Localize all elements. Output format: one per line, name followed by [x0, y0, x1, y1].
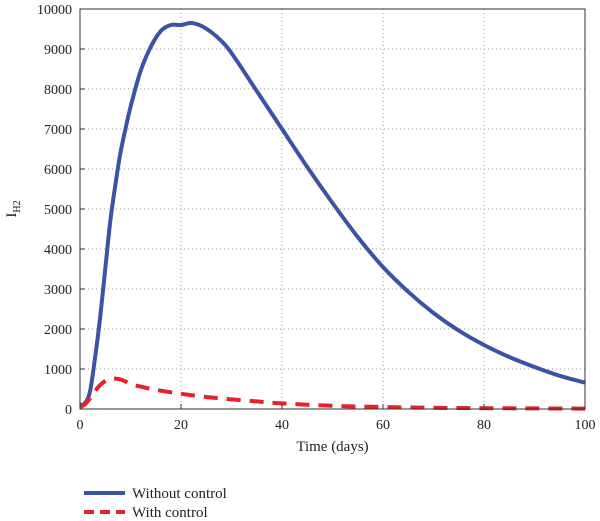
tick-marks [79, 8, 586, 410]
x-axis-label: Time (days) [296, 439, 368, 455]
y-axis-label-main: I [4, 213, 20, 218]
x-tick-label: 20 [174, 418, 188, 433]
x-tick-label: 100 [575, 418, 596, 433]
series-line-with-control [79, 376, 586, 411]
x-tick-label: 40 [275, 418, 289, 433]
series-line-without-control [79, 21, 586, 407]
y-tick-label: 7000 [44, 123, 72, 138]
x-tick-label: 80 [477, 418, 491, 433]
y-tick-label: 6000 [44, 163, 72, 178]
y-tick-label: 9000 [44, 43, 72, 58]
y-axis-label: IH2 [4, 200, 23, 217]
y-tick-label: 5000 [44, 203, 72, 218]
y-tick-label: 3000 [44, 283, 72, 298]
legend-label-with-control: With control [132, 505, 208, 521]
series-layer [79, 21, 586, 411]
tick-labels: 0 20 40 60 80 1000100020003000400050006000700… [37, 3, 596, 433]
legend-label-without-control: Without control [132, 486, 227, 502]
y-tick-label: 8000 [44, 83, 72, 98]
x-tick-label: 0 [77, 418, 84, 433]
y-tick-label: 4000 [44, 243, 72, 258]
x-tick-label: 60 [376, 418, 390, 433]
legend: Without control With control [84, 486, 227, 521]
y-tick-label: 2000 [44, 323, 72, 338]
gridlines [80, 9, 585, 409]
y-tick-label: 10000 [37, 3, 72, 18]
y-axis-label-subscript: H2 [12, 200, 23, 212]
y-tick-label: 1000 [44, 363, 72, 378]
y-tick-label: 0 [65, 403, 72, 418]
